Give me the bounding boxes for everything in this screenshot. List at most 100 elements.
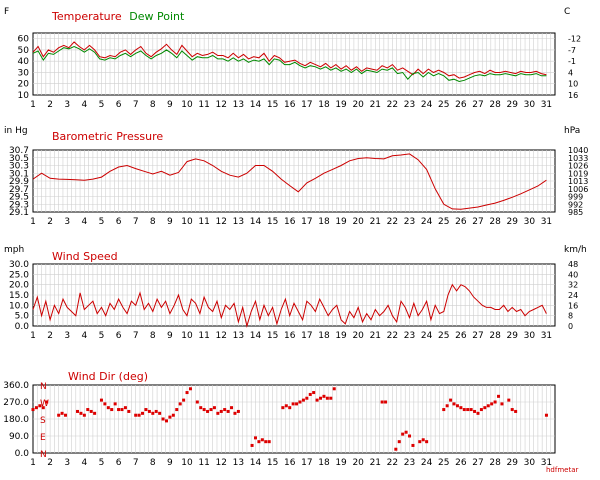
data-point: [281, 406, 285, 410]
x-tick-label: 16: [284, 458, 296, 468]
data-point: [284, 404, 288, 408]
data-point: [449, 398, 453, 402]
temperature-line: [32, 41, 547, 79]
data-point: [158, 411, 162, 415]
x-tick-label: 21: [370, 458, 381, 468]
data-point: [253, 436, 257, 440]
x-tick-label: 15: [267, 331, 278, 341]
grid: [33, 150, 555, 212]
data-point: [544, 413, 548, 417]
right-tick-label: 32: [568, 281, 578, 290]
y-tick-label: 29.1: [9, 208, 29, 218]
x-tick-label: 7: [133, 100, 139, 110]
x-tick-label: 13: [233, 458, 244, 468]
x-tick-label: 27: [472, 458, 483, 468]
x-tick-label: 23: [404, 100, 415, 110]
right-tick-label: 1040: [568, 146, 588, 155]
x-tick-label: 19: [335, 331, 347, 341]
data-point: [466, 408, 470, 412]
data-point: [31, 408, 35, 412]
data-point: [110, 408, 114, 412]
right-unit-label: km/h: [564, 245, 587, 255]
data-point: [202, 408, 206, 412]
right-tick-label: 1033: [568, 154, 588, 163]
x-tick-label: 12: [216, 100, 227, 110]
x-tick-label: 3: [64, 100, 70, 110]
data-point: [493, 400, 497, 404]
x-tick-label: 15: [267, 217, 278, 227]
x-tick-label: 5: [99, 331, 105, 341]
x-tick-label: 3: [64, 458, 70, 468]
x-tick-label: 3: [64, 331, 70, 341]
data-point: [308, 392, 312, 396]
y-tick-label: 15.0: [9, 291, 29, 301]
data-point: [486, 404, 490, 408]
data-point: [418, 440, 422, 444]
right-tick-label: 10: [568, 80, 578, 89]
x-tick-label: 5: [99, 458, 105, 468]
x-tick-label: 23: [404, 458, 415, 468]
y-tick-label: 10: [18, 91, 30, 101]
x-tick-label: 23: [404, 331, 415, 341]
compass-label: N: [40, 450, 47, 460]
x-tick-label: 14: [250, 217, 262, 227]
x-tick-label: 26: [455, 458, 467, 468]
x-tick-label: 16: [284, 331, 296, 341]
data-point: [57, 413, 61, 417]
x-tick-label: 20: [352, 331, 364, 341]
x-tick-label: 16: [284, 217, 296, 227]
data-point: [325, 396, 329, 400]
x-tick-label: 14: [250, 100, 262, 110]
data-point: [455, 404, 459, 408]
x-tick-label: 17: [301, 458, 312, 468]
x-tick-label: 1: [30, 458, 36, 468]
right-tick-label: 24: [568, 291, 578, 300]
data-point: [75, 409, 79, 413]
x-tick-label: 1: [30, 217, 36, 227]
y-tick-label: 50: [18, 46, 30, 56]
x-tick-label: 10: [181, 331, 193, 341]
x-tick-label: 19: [335, 458, 347, 468]
data-point: [144, 408, 148, 412]
data-point: [250, 443, 254, 447]
x-tick-label: 13: [233, 331, 244, 341]
data-point: [212, 406, 216, 410]
x-tick-label: 24: [421, 217, 433, 227]
x-tick-label: 15: [267, 100, 278, 110]
data-point: [195, 400, 199, 404]
y-tick-label: 90.0: [9, 432, 29, 442]
right-tick-label: 1013: [568, 177, 588, 186]
compass-label: N: [40, 382, 47, 392]
x-tick-label: 23: [404, 217, 415, 227]
data-point: [264, 440, 268, 444]
wind-dir-series: [31, 387, 548, 451]
x-tick-label: 25: [438, 331, 449, 341]
right-tick-label: -1: [568, 57, 576, 66]
right-tick-label: 999: [568, 193, 583, 202]
data-point: [113, 402, 117, 406]
data-point: [64, 413, 68, 417]
x-tick-label: 17: [301, 100, 312, 110]
x-tick-label: 19: [335, 100, 347, 110]
y-tick-label: 20.0: [9, 281, 29, 291]
y-tick-label: 180.0: [3, 415, 29, 425]
right-tick-label: 16: [568, 91, 578, 100]
x-tick-label: 2: [47, 331, 53, 341]
y-tick-label: 30: [18, 68, 30, 78]
data-point: [230, 406, 234, 410]
data-point: [490, 402, 494, 406]
data-point: [411, 443, 415, 447]
x-tick-label: 22: [387, 217, 398, 227]
data-point: [291, 402, 295, 406]
x-tick-label: 29: [506, 331, 518, 341]
y-tick-label: 0.0: [15, 322, 30, 332]
x-tick-label: 6: [116, 331, 122, 341]
x-tick-label: 30: [524, 331, 536, 341]
x-tick-label: 15: [267, 458, 278, 468]
data-point: [209, 408, 213, 412]
x-tick-label: 31: [541, 331, 552, 341]
data-point: [257, 440, 261, 444]
data-point: [469, 408, 473, 412]
data-point: [154, 409, 158, 413]
